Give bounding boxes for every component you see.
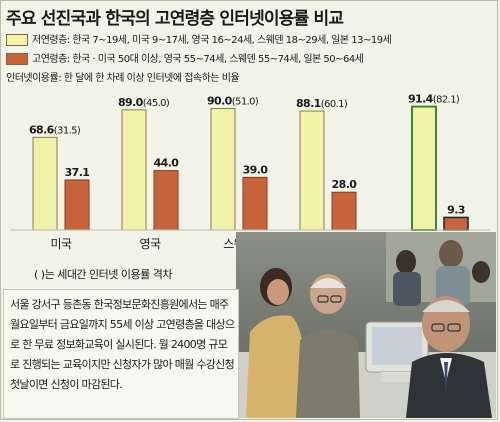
value-young-4: 91.4 (408, 93, 434, 106)
bar-young-3 (299, 110, 325, 231)
legend-young: 저연령층: 한국 7~19세, 미국 9~17세, 영국 16~24세, 스웨덴… (6, 33, 496, 49)
bar-young-4 (411, 105, 437, 231)
bar-old-1 (153, 170, 179, 231)
legend-old-swatch (6, 53, 28, 65)
gap-label-4: (82.1) (433, 95, 460, 106)
legend-young-swatch (6, 34, 28, 46)
legend-old: 고연령층: 한국 · 미국 50대 이상, 영국 55~74세, 스웨덴 55~… (6, 52, 496, 68)
value-label-young-3: 88.1(60.1) (296, 97, 348, 110)
bar-old-4 (443, 216, 469, 231)
category-label-0: 미국 (50, 237, 72, 251)
value-label-old-4: 9.3 (447, 203, 465, 216)
bar-young-0 (32, 136, 58, 231)
bar-old-3 (331, 191, 357, 231)
value-young-3: 88.1 (296, 97, 321, 110)
seniors-computer-class-photo (236, 232, 496, 418)
value-label-old-2: 39.0 (243, 163, 269, 176)
gap-label-2: (51.0) (232, 97, 259, 108)
value-young-2: 90.0 (207, 95, 233, 108)
value-label-old-0: 37.1 (65, 166, 90, 179)
photo-caption: 서울 강서구 등촌동 한국정보문화진흥원에서는 매주 월요일부터 금요일까지 5… (10, 298, 235, 391)
gap-label-1: (45.0) (143, 98, 170, 109)
gap-label-0: (31.5) (54, 125, 81, 136)
photo-caption-box: 서울 강서구 등촌동 한국정보문화진흥원에서는 매주 월요일부터 금요일까지 5… (3, 289, 239, 419)
value-young-1: 89.0 (118, 96, 144, 109)
value-label-young-2: 90.0(51.0) (207, 95, 259, 108)
gap-label-3: (60.1) (321, 99, 348, 110)
value-label-young-1: 89.0(45.0) (118, 96, 170, 109)
value-label-old-1: 44.0 (154, 157, 180, 170)
gap-note: ( )는 세대간 인터넷 이용률 격차 (34, 268, 173, 281)
bar-old-0 (64, 179, 90, 231)
bar-young-2 (210, 108, 236, 231)
value-young-0: 68.6 (29, 123, 55, 136)
value-label-young-0: 68.6(31.5) (29, 123, 81, 136)
bar-chart: 68.6(31.5) 37.1 미국 89.0(45.0) 44.0 영국 90.0(51.… (10, 93, 490, 251)
category-label-1: 영국 (139, 237, 161, 251)
bar-young-1 (121, 109, 147, 231)
chart-title: 주요 선진국과 한국의 고연령층 인터넷이용률 비교 (6, 9, 344, 29)
definition-note: 인터넷이용률: 한 달에 한 차례 이상 인터넷에 접속하는 비율 (6, 73, 240, 84)
legend-old-text: 고연령층: 한국 · 미국 50대 이상, 영국 55~74세, 스웨덴 55~… (32, 54, 364, 65)
value-label-young-4: 91.4(82.1) (408, 93, 460, 106)
value-label-old-3: 28.0 (332, 178, 358, 191)
legend-young-text: 저연령층: 한국 7~19세, 미국 9~17세, 영국 16~24세, 스웨덴… (32, 35, 392, 46)
bar-old-2 (242, 176, 268, 231)
